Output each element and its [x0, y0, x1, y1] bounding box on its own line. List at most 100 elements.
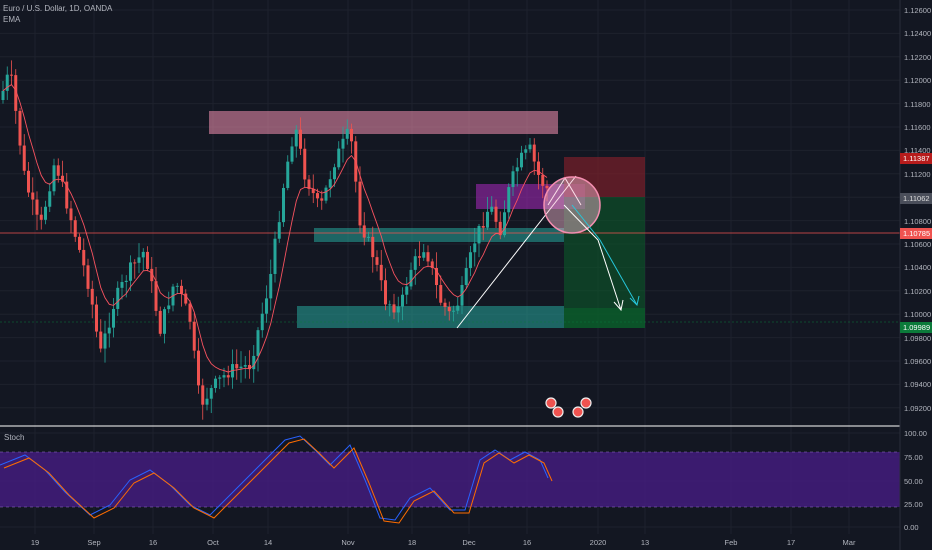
candle-body — [503, 212, 506, 236]
candle-body — [307, 179, 311, 189]
price-badge: 1.10785 — [900, 228, 932, 239]
candle-body — [31, 192, 35, 200]
stoch-legend[interactable]: Stoch — [4, 433, 25, 442]
price-tick-label: 1.11200 — [904, 169, 931, 179]
price-badge: 1.11387 — [900, 153, 932, 164]
candle-body — [507, 187, 511, 213]
candle-body — [430, 261, 434, 268]
candle-body — [205, 398, 209, 405]
candle-body — [154, 281, 158, 311]
candle-body — [163, 309, 166, 334]
candle-body — [248, 365, 251, 370]
candle-body — [520, 152, 523, 168]
candle-body — [120, 282, 124, 288]
stoch-tick-label: 100.00 — [904, 429, 927, 438]
candle-body — [294, 129, 298, 147]
candle-body — [273, 238, 277, 274]
symbol-title: Euro / U.S. Dollar, 1D, OANDA — [3, 4, 113, 13]
stoch-panel-lines — [0, 435, 900, 524]
arrow-head-cyan — [629, 295, 640, 306]
projection-path-white — [563, 204, 622, 311]
candle-body — [95, 304, 98, 332]
candle-body — [52, 165, 56, 192]
candle-body — [435, 267, 438, 286]
time-tick-label: Feb — [724, 538, 738, 547]
stoch-tick-label: 50.00 — [904, 477, 923, 486]
candle-body — [490, 206, 494, 212]
candle-body — [18, 110, 22, 146]
candle-body — [532, 144, 536, 162]
time-tick-label: 19 — [30, 538, 40, 547]
candle-body — [311, 188, 315, 194]
candle-body — [498, 221, 502, 236]
candle-body — [22, 145, 26, 171]
candle-body — [1, 90, 5, 100]
candle-body — [188, 303, 192, 322]
candle-body — [265, 298, 268, 314]
candle-body — [447, 306, 451, 312]
event-marker — [580, 397, 592, 409]
time-tick-label: Sep — [87, 538, 101, 547]
candle-body — [541, 174, 545, 186]
candle-body — [35, 199, 39, 215]
candle-body — [333, 167, 336, 180]
time-tick-label: 18 — [407, 538, 417, 547]
candle-body — [460, 285, 464, 306]
candle-body — [103, 333, 107, 349]
candle-body — [99, 331, 103, 349]
candle-body — [537, 161, 540, 175]
candle-body — [218, 377, 222, 379]
candle-body — [256, 330, 260, 356]
candle-body — [129, 262, 132, 281]
candle-body — [528, 144, 532, 150]
price-tick-label: 1.12200 — [904, 52, 932, 62]
stoch-k-line — [0, 435, 549, 521]
arrow-head-white — [613, 299, 624, 312]
candle-body — [65, 181, 69, 209]
price-tick-label: 1.11800 — [904, 99, 931, 109]
candle-body — [413, 256, 417, 270]
candle-body — [197, 350, 200, 386]
candle-body — [86, 265, 90, 289]
time-tick-label: 16 — [148, 538, 158, 547]
candle-body — [473, 243, 477, 253]
price-tick-label: 1.12400 — [904, 29, 932, 39]
time-tick-label: 17 — [786, 538, 796, 547]
candle-body — [39, 214, 43, 220]
candle-body — [116, 287, 120, 309]
candle-body — [82, 249, 86, 266]
take-profit-zone-deep — [564, 308, 645, 328]
candle-body — [107, 327, 111, 334]
candle-body — [226, 375, 230, 378]
candle-body — [341, 138, 345, 149]
candle-body — [282, 187, 285, 223]
candle-body — [511, 171, 515, 188]
candle-body — [396, 306, 400, 313]
candle-body — [175, 285, 179, 287]
candle-body — [392, 304, 396, 313]
time-tick-label: 14 — [263, 538, 273, 547]
candle-body — [388, 304, 392, 306]
candle-body — [133, 262, 137, 264]
candle-body — [48, 191, 52, 207]
resistance-zone — [209, 111, 558, 134]
candle-body — [10, 74, 13, 76]
candle-body — [345, 128, 349, 139]
candle-body — [401, 294, 404, 307]
candle-body — [61, 175, 64, 182]
candle-body — [90, 288, 94, 305]
candle-body — [545, 185, 549, 189]
candle-body — [303, 148, 307, 180]
candle-body — [350, 128, 353, 142]
candle-body — [124, 280, 128, 283]
price-tick-label: 1.10600 — [904, 240, 932, 249]
time-tick-label: 2020 — [589, 538, 607, 547]
time-tick-label: Dec — [462, 538, 476, 547]
ema-legend[interactable]: EMA — [3, 15, 21, 24]
price-tick-label: 1.11600 — [904, 123, 931, 132]
candle-body — [379, 264, 383, 281]
ema-path — [2, 83, 548, 373]
candle-body — [150, 268, 154, 282]
candle-body — [5, 74, 9, 91]
